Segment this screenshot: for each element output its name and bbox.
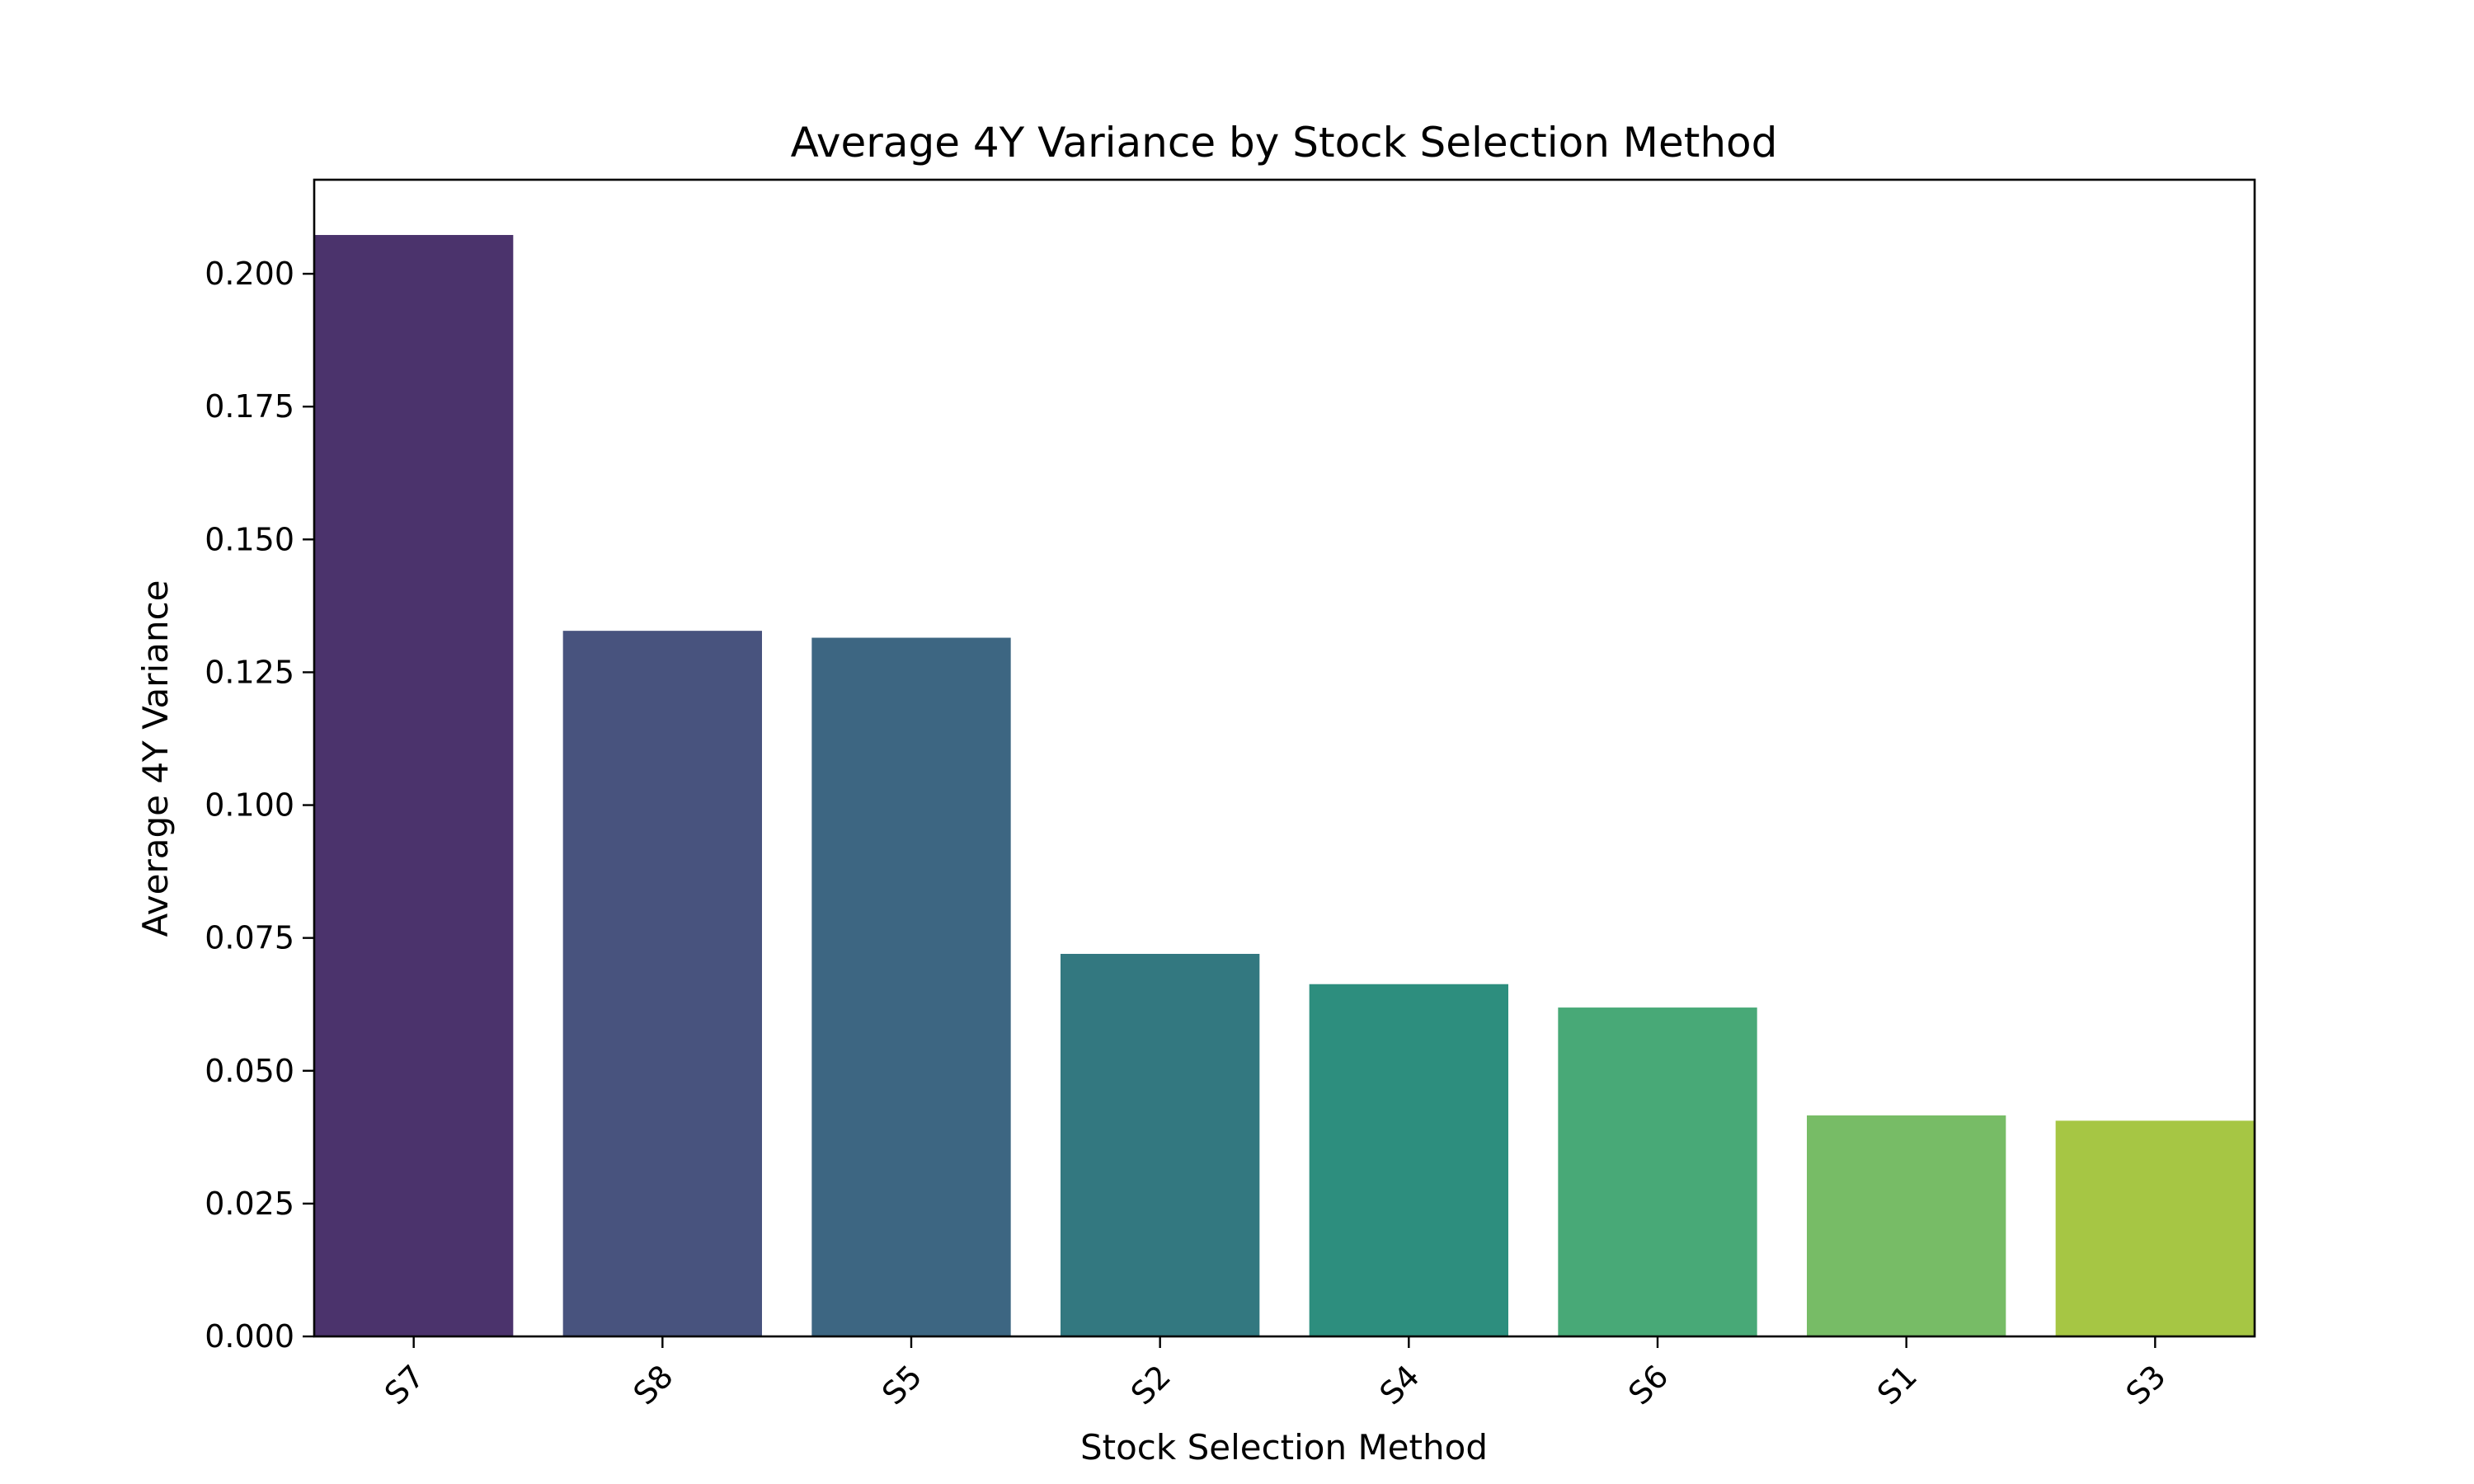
y-tick-label: 0.025 — [205, 1186, 294, 1222]
y-tick-label: 0.175 — [205, 388, 294, 425]
bar-s7 — [314, 235, 514, 1336]
bar-s4 — [1309, 984, 1508, 1336]
bar-s2 — [1061, 953, 1260, 1336]
y-axis-title: Average 4Y Variance — [135, 580, 176, 937]
y-tick-label: 0.000 — [205, 1318, 294, 1355]
chart-title: Average 4Y Variance by Stock Selection M… — [791, 119, 1778, 167]
y-axis-ticks: 0.000 0.025 0.050 0.075 0.100 0.125 0.150 0.175… — [205, 256, 314, 1355]
bar-s5 — [811, 637, 1011, 1336]
bar-s8 — [562, 631, 762, 1336]
y-tick-label: 0.050 — [205, 1053, 294, 1089]
y-tick-label: 0.125 — [205, 654, 294, 690]
bar-s6 — [1558, 1007, 1757, 1336]
x-axis-title: Stock Selection Method — [1080, 1427, 1488, 1468]
bar-series — [314, 235, 2255, 1336]
y-tick-label: 0.075 — [205, 920, 294, 956]
y-tick-label: 0.100 — [205, 787, 294, 824]
plot-frame — [313, 178, 2256, 1338]
y-tick-label: 0.150 — [205, 521, 294, 557]
y-tick-label: 0.200 — [205, 256, 294, 292]
bar-s3 — [2055, 1120, 2255, 1336]
bar-s1 — [1807, 1115, 2006, 1336]
